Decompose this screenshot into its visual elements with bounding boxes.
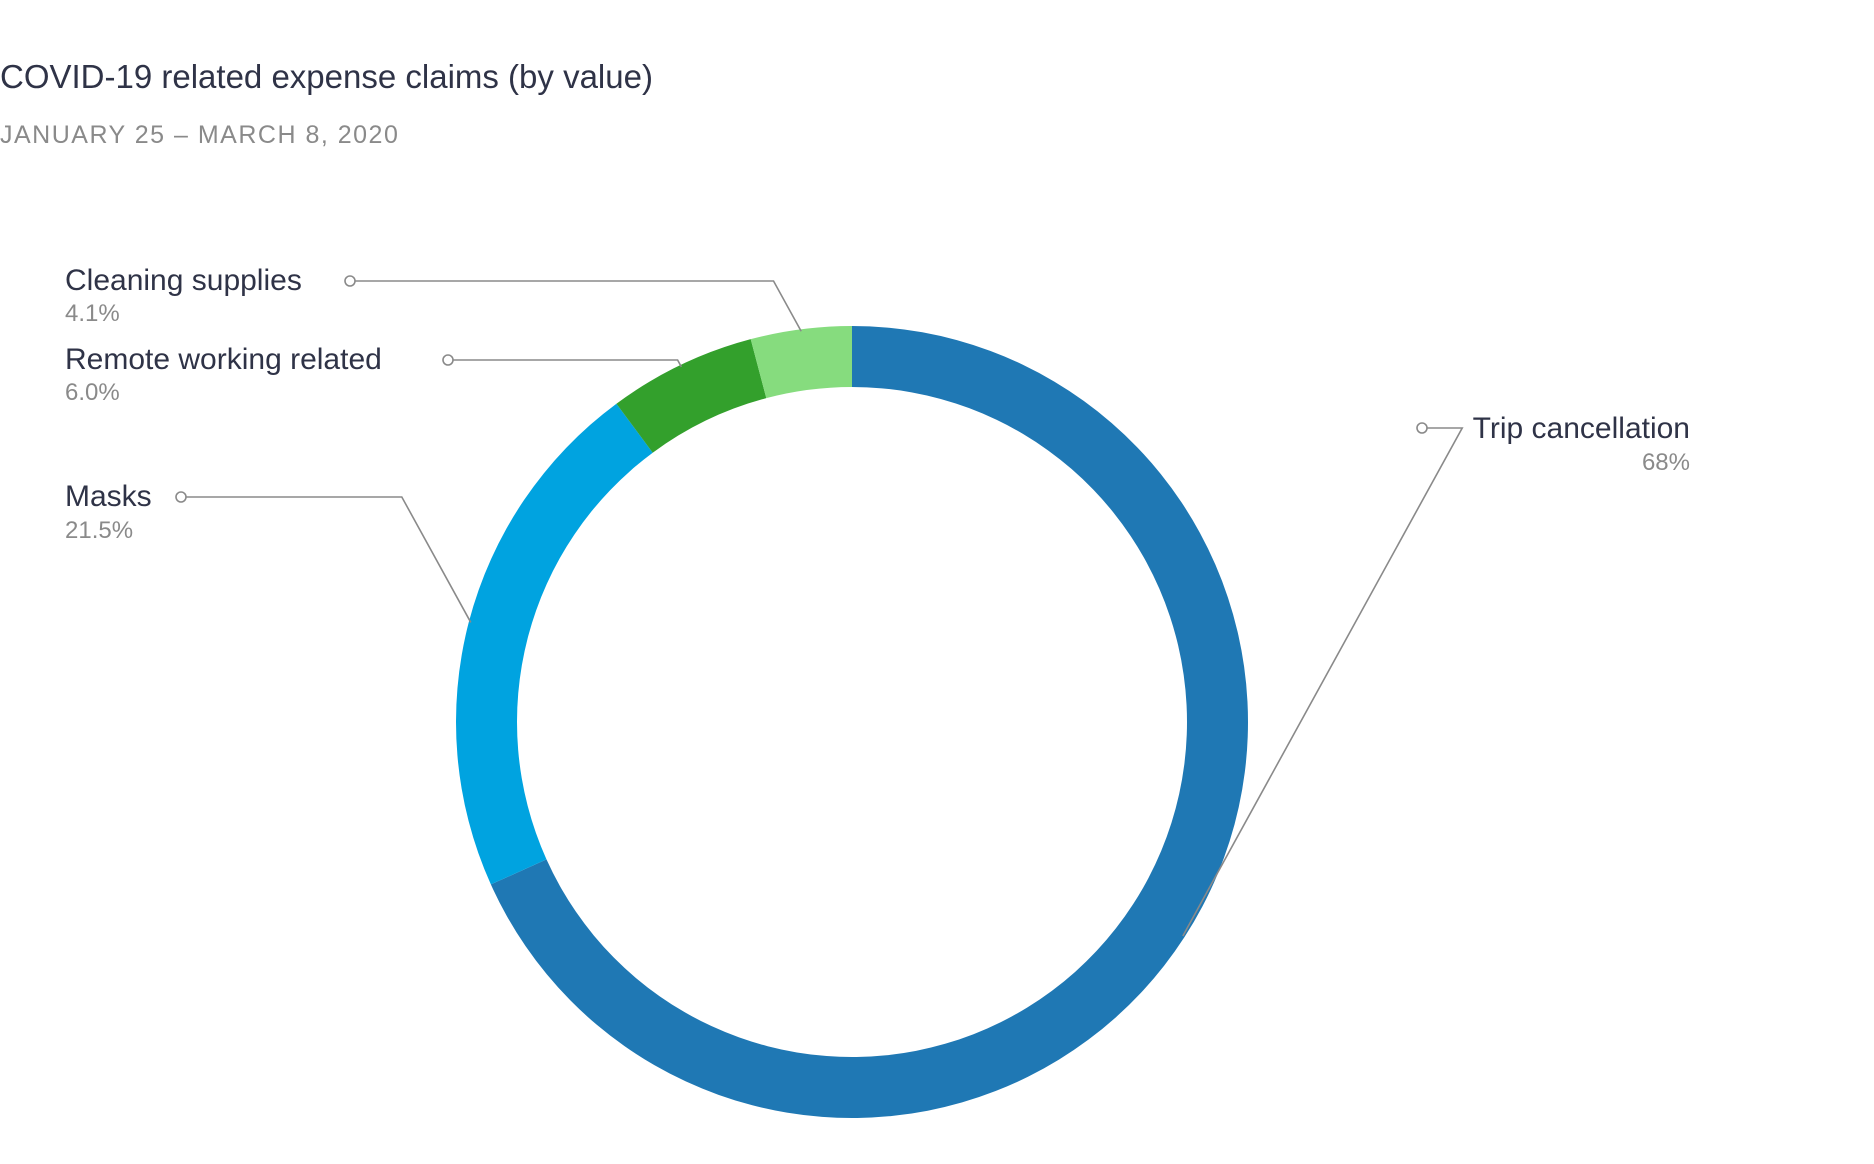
leader-line-cleaning-supplies xyxy=(350,280,802,332)
chart-title: COVID-19 related expense claims (by valu… xyxy=(0,58,653,95)
leader-dot-masks xyxy=(175,491,187,503)
value-label-trip-cancellation: 68% xyxy=(1642,449,1690,476)
leader-dot-remote-working-related xyxy=(442,354,454,366)
label-masks: Masks xyxy=(65,480,152,513)
slice-cleaning-supplies xyxy=(750,326,852,399)
leader-lines xyxy=(175,275,1464,937)
leader-line-masks xyxy=(181,496,472,623)
label-remote-working-related: Remote working related xyxy=(65,343,382,376)
value-label-masks: 21.5% xyxy=(65,517,133,544)
leader-dot-trip-cancellation xyxy=(1416,422,1428,434)
slice-labels: Trip cancellation 68% Masks 21.5% Remote wor… xyxy=(65,264,1690,544)
donut-slices xyxy=(455,326,1248,1118)
leader-line-trip-cancellation xyxy=(1182,427,1464,937)
leader-dot-cleaning-supplies xyxy=(344,275,356,287)
value-label-cleaning-supplies: 4.1% xyxy=(65,300,120,327)
slice-masks xyxy=(455,403,653,885)
value-label-remote-working-related: 6.0% xyxy=(65,379,120,406)
slice-remote-working-related xyxy=(616,339,767,453)
chart-subtitle: JANUARY 25 – MARCH 8, 2020 xyxy=(0,121,400,149)
label-cleaning-supplies: Cleaning supplies xyxy=(65,264,302,297)
leader-line-remote-working-related xyxy=(448,359,683,368)
label-trip-cancellation: Trip cancellation xyxy=(1473,412,1690,445)
